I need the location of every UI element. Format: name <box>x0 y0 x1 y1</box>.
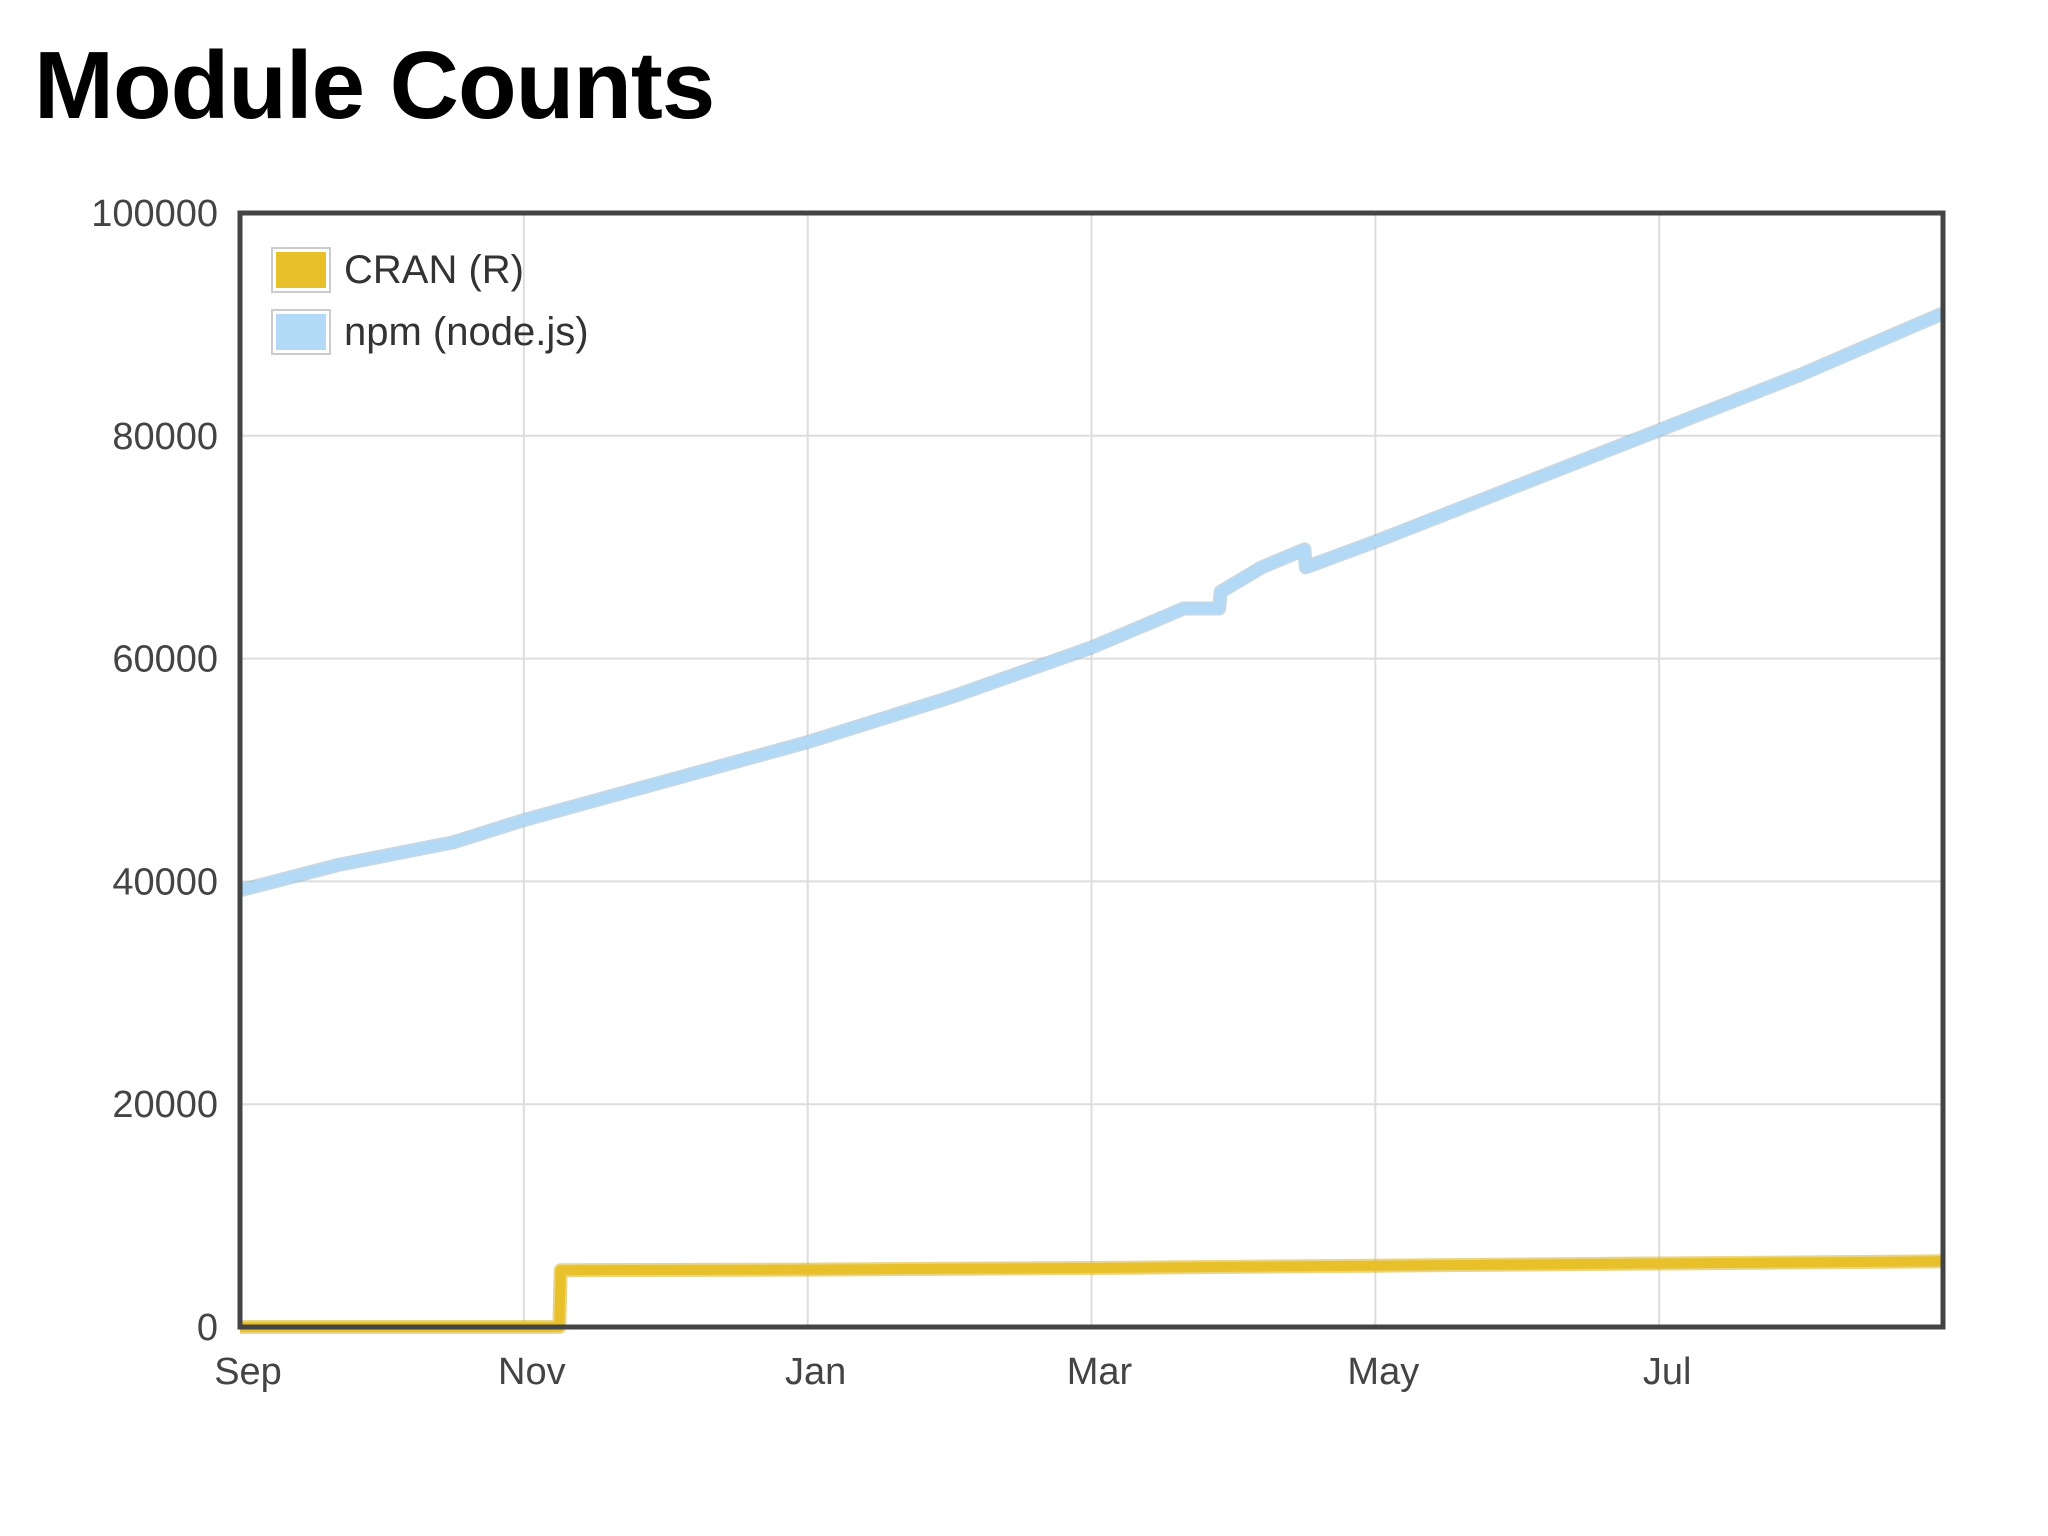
legend-label: CRAN (R) <box>344 248 524 292</box>
x-tick-label: Sep <box>214 1351 282 1393</box>
y-tick-label: 60000 <box>112 639 218 681</box>
y-tick-label: 80000 <box>112 416 218 458</box>
y-axis-ticks: 0 20000 40000 60000 80000 100000 <box>91 193 218 1349</box>
y-tick-label: 0 <box>197 1307 218 1349</box>
y-tick-label: 20000 <box>112 1084 218 1126</box>
x-tick-label: May <box>1347 1351 1419 1393</box>
legend-swatch <box>276 314 326 350</box>
plot-frame <box>237 210 1946 1330</box>
series-line-0 <box>240 1256 1944 1332</box>
grid <box>239 212 1943 1328</box>
series-lines <box>238 306 1946 1334</box>
x-tick-label: Jul <box>1643 1351 1692 1393</box>
y-tick-label: 40000 <box>112 861 218 903</box>
page-title: Module Counts <box>34 32 715 139</box>
legend-label: npm (node.js) <box>344 310 589 354</box>
x-axis-ticks: Sep Nov Jan Mar May Jul <box>214 1351 1691 1393</box>
x-tick-label: Jan <box>785 1351 846 1393</box>
legend: CRAN (R) npm (node.js) <box>271 247 589 355</box>
legend-swatch <box>276 252 326 288</box>
y-tick-label: 100000 <box>91 193 218 235</box>
x-tick-label: Mar <box>1067 1351 1133 1393</box>
series-line-1 <box>238 308 1945 896</box>
x-tick-label: Nov <box>498 1351 566 1393</box>
